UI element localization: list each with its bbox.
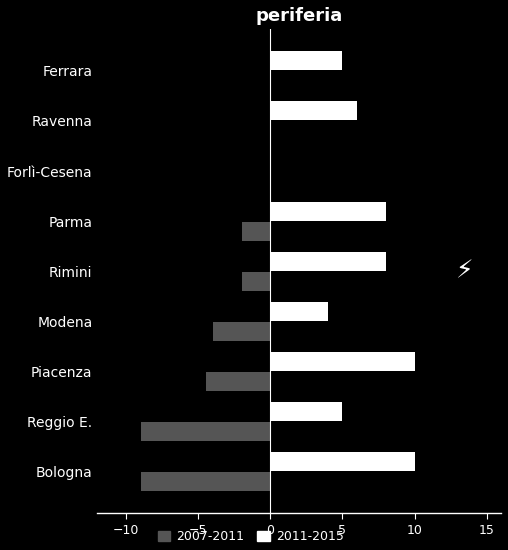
Text: ⚡: ⚡ (456, 259, 474, 283)
Bar (270, 352, 415, 371)
Bar (270, 101, 357, 120)
Bar (141, 422, 270, 441)
Title: periferia: periferia (256, 7, 343, 25)
Bar (206, 372, 270, 391)
Bar (242, 272, 270, 291)
Bar (270, 302, 328, 321)
Bar (270, 51, 342, 70)
Bar (270, 252, 386, 271)
Bar (242, 222, 270, 241)
Bar (270, 452, 415, 471)
Bar (270, 402, 342, 421)
Bar (270, 202, 386, 221)
Legend: 2007-2011, 2011-2015: 2007-2011, 2011-2015 (153, 525, 349, 548)
Bar (213, 322, 270, 341)
Bar (141, 472, 270, 491)
